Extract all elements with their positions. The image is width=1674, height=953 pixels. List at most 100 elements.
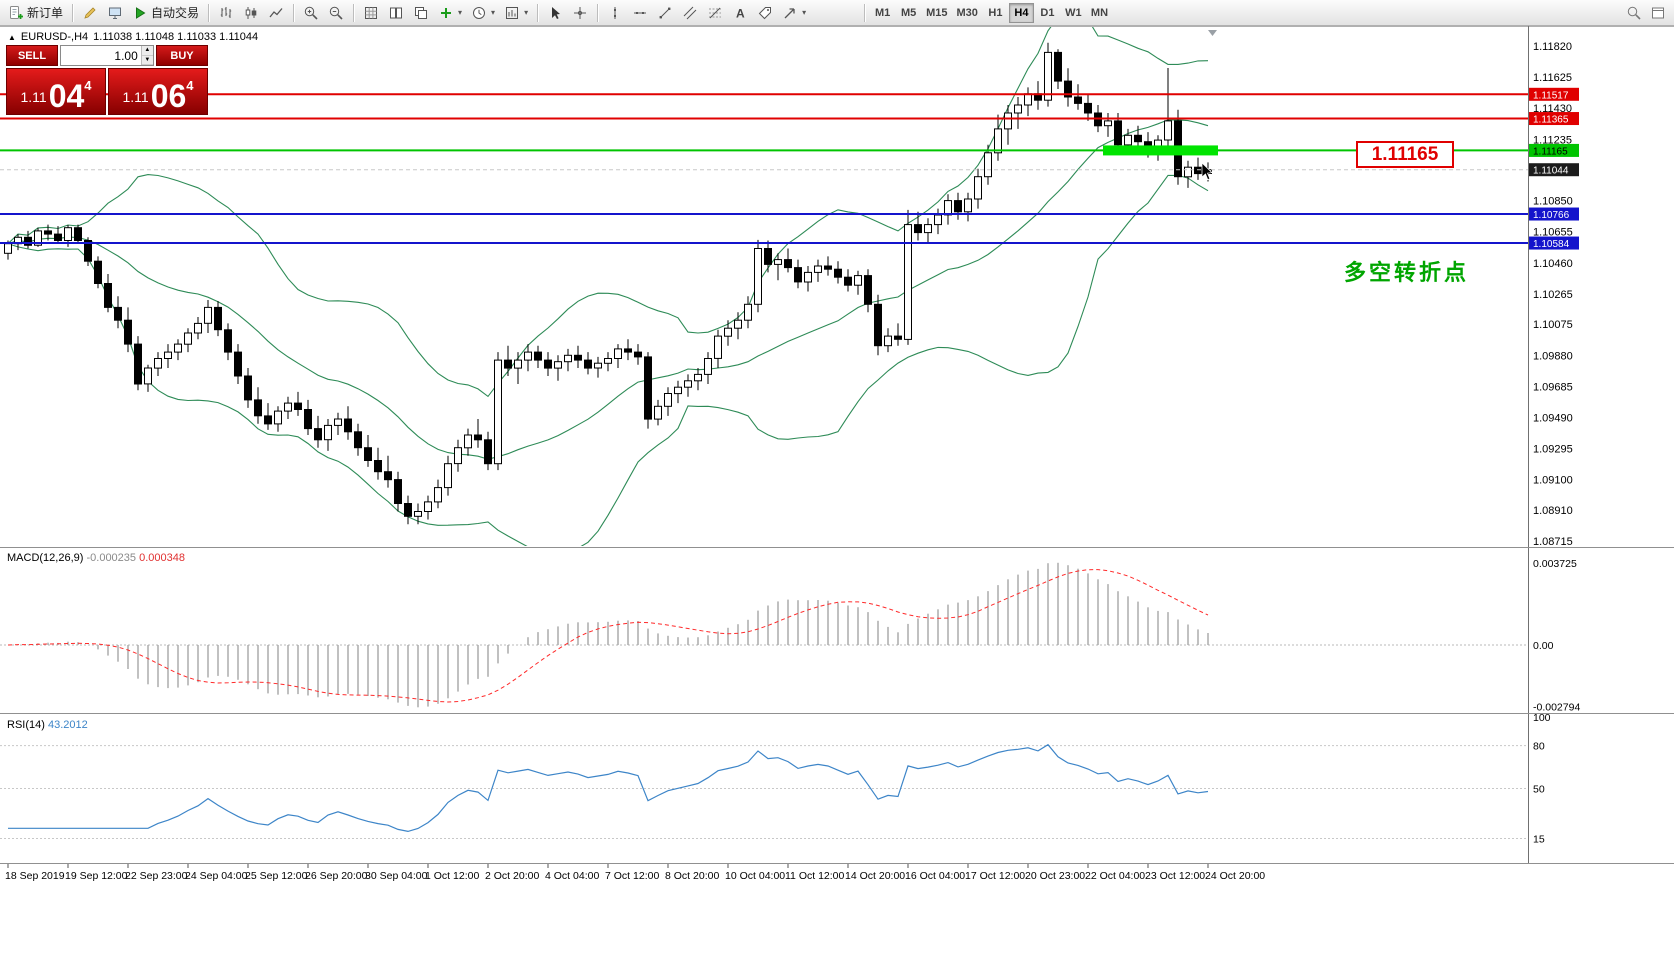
svg-text:30 Sep 04:00: 30 Sep 04:00: [365, 870, 428, 882]
timeframe-m30[interactable]: M30: [953, 3, 982, 23]
toolbar-separator: [864, 3, 866, 22]
new-order-button[interactable]: 新订单: [4, 2, 67, 24]
arrows-button[interactable]: ▾: [778, 2, 810, 24]
bar-chart-button[interactable]: [214, 2, 238, 24]
volume-input[interactable]: [61, 46, 141, 65]
timeframe-d1[interactable]: D1: [1035, 3, 1060, 23]
price-tag: [1529, 207, 1579, 221]
terminal-button[interactable]: [103, 2, 127, 24]
toolbar-separator: [353, 3, 355, 22]
volume-down-button[interactable]: ▼: [141, 55, 153, 65]
terminal-icon: [109, 7, 122, 19]
autotrading-button[interactable]: 自动交易: [128, 2, 203, 24]
svg-text:8 Oct 20:00: 8 Oct 20:00: [665, 870, 719, 882]
chart-template-icon: [506, 6, 519, 19]
svg-text:14 Oct 20:00: 14 Oct 20:00: [845, 870, 905, 882]
grid-button[interactable]: [359, 2, 383, 24]
svg-text:1.11235: 1.11235: [1533, 134, 1572, 146]
sell-button[interactable]: SELL: [6, 45, 58, 66]
timeframe-h4[interactable]: H4: [1008, 2, 1034, 23]
rsi-indicator-label: RSI(14) 43.2012: [7, 719, 88, 731]
toolbar-separator: [208, 3, 210, 22]
svg-text:16 Oct 04:00: 16 Oct 04:00: [905, 870, 965, 882]
cascade-windows-button[interactable]: [409, 2, 433, 24]
svg-text:20 Oct 23:00: 20 Oct 23:00: [1025, 870, 1085, 882]
autotrading-play-icon: [136, 6, 146, 19]
svg-text:1.11365: 1.11365: [1533, 115, 1569, 126]
zoom-in-button[interactable]: [299, 2, 323, 24]
timeframe-m1[interactable]: M1: [870, 3, 895, 23]
trendline-button[interactable]: [653, 2, 677, 24]
buy-price-big: 06: [150, 78, 187, 114]
search-button[interactable]: [1622, 2, 1646, 24]
periods-clock-icon: [473, 6, 486, 19]
panel-expand-icon[interactable]: ▲: [8, 32, 16, 42]
zoom-out-button[interactable]: [324, 2, 348, 24]
svg-text:1.10766: 1.10766: [1533, 210, 1570, 221]
svg-text:11 Oct 12:00: 11 Oct 12:00: [785, 870, 845, 882]
svg-text:24 Oct 20:00: 24 Oct 20:00: [1205, 870, 1265, 882]
support-zone[interactable]: [1103, 145, 1218, 156]
toolbar: 新订单 自动交易 ▾ ▾ ▾: [0, 0, 1674, 26]
timeframe-m15[interactable]: M15: [922, 3, 951, 23]
price-tag: [1529, 112, 1579, 126]
periods-button[interactable]: ▾: [467, 2, 499, 24]
svg-text:1.11820: 1.11820: [1533, 41, 1572, 53]
line-chart-icon: [269, 7, 283, 17]
timeframe-m5[interactable]: M5: [896, 3, 921, 23]
crosshair-icon: [574, 6, 587, 19]
tile-windows-button[interactable]: [384, 2, 408, 24]
scroll-to-end-marker[interactable]: [1208, 30, 1217, 36]
price-tag: [1529, 236, 1579, 250]
candlestick-chart-icon: [245, 6, 257, 19]
sell-price[interactable]: 1.11 04 4: [6, 68, 106, 115]
turning-point-annotation[interactable]: 多空转折点: [1344, 260, 1470, 285]
svg-text:1.10075: 1.10075: [1533, 319, 1573, 331]
vertical-line-button[interactable]: [603, 2, 627, 24]
svg-text:1.08910: 1.08910: [1533, 505, 1573, 517]
svg-text:1.09295: 1.09295: [1533, 444, 1573, 456]
channel-button[interactable]: [678, 2, 702, 24]
cursor-button[interactable]: [543, 2, 567, 24]
buy-price[interactable]: 1.11 06 4: [108, 68, 208, 115]
add-indicator-icon: [441, 7, 452, 18]
text-button[interactable]: A: [728, 2, 752, 24]
macd-indicator-label: MACD(12,26,9) -0.000235 0.000348: [7, 552, 185, 564]
rsi-line: [8, 743, 1209, 833]
crosshair-button[interactable]: [568, 2, 592, 24]
tile-windows-icon: [390, 7, 403, 18]
text-icon: A: [736, 6, 745, 20]
price-tag: [1529, 143, 1579, 157]
templates-button[interactable]: ▾: [500, 2, 532, 24]
line-chart-button[interactable]: [264, 2, 288, 24]
toolbar-separator: [597, 3, 599, 22]
indicators-button[interactable]: ▾: [434, 2, 466, 24]
time-axis[interactable]: [7, 864, 1209, 868]
svg-text:1.11517: 1.11517: [1533, 90, 1569, 101]
timeframe-w1[interactable]: W1: [1061, 3, 1086, 23]
fibonacci-button[interactable]: [703, 2, 727, 24]
cursor-icon: [552, 6, 561, 19]
buy-button[interactable]: BUY: [156, 45, 208, 66]
buy-price-small: 1.11: [122, 89, 149, 105]
svg-text:1.08715: 1.08715: [1533, 536, 1573, 548]
price-annotation-box[interactable]: 1.11165: [1356, 141, 1454, 168]
volume-up-button[interactable]: ▲: [141, 46, 153, 56]
svg-text:1.10265: 1.10265: [1533, 289, 1573, 301]
label-button[interactable]: [753, 2, 777, 24]
candlestick-chart-button[interactable]: [239, 2, 263, 24]
svg-text:1.09100: 1.09100: [1533, 475, 1573, 487]
timeframe-mn[interactable]: MN: [1087, 3, 1112, 23]
zoom-in-icon: [304, 6, 318, 20]
layout-button[interactable]: [1646, 2, 1670, 24]
svg-text:15: 15: [1533, 834, 1545, 846]
horizontal-line-button[interactable]: [628, 2, 652, 24]
timeframe-h1[interactable]: H1: [983, 3, 1008, 23]
sell-price-big: 04: [48, 78, 85, 114]
metaeditor-button[interactable]: [78, 2, 102, 24]
toolbar-right-group: [1622, 2, 1670, 24]
svg-text:1.09880: 1.09880: [1533, 350, 1573, 362]
svg-text:18 Sep 2019: 18 Sep 2019: [5, 870, 65, 882]
fibonacci-icon: [709, 7, 722, 18]
